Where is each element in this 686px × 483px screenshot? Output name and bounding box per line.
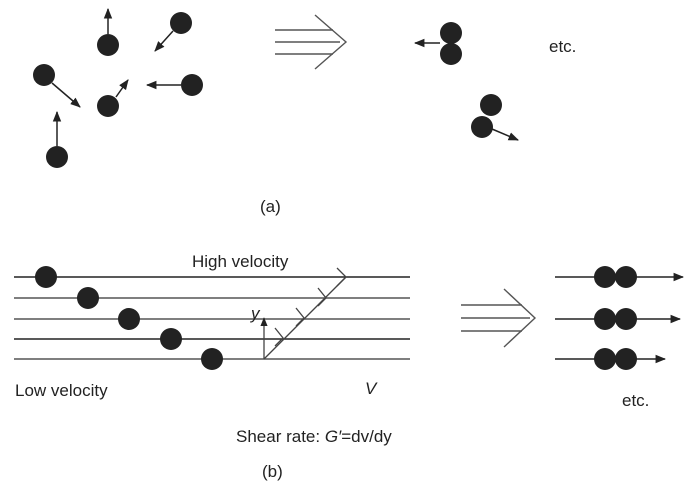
caption-a: (a)	[260, 197, 281, 216]
transition-arrow-b	[461, 288, 537, 348]
doublet-b1	[555, 266, 685, 288]
doublet-b3	[555, 348, 667, 370]
particle-a1	[97, 7, 119, 56]
low-velocity-label: Low velocity	[15, 381, 108, 400]
particle-b5	[201, 348, 223, 370]
panel-b: y High velocity Low velocity V etc.	[14, 252, 685, 481]
particle-a5	[145, 74, 203, 96]
etc-label-b: etc.	[622, 391, 649, 410]
particle-a6	[46, 110, 68, 168]
high-velocity-label: High velocity	[192, 252, 289, 271]
doublet-a1	[413, 22, 462, 65]
particle-b2	[77, 287, 99, 309]
caption-b: (b)	[262, 462, 283, 481]
shear-rate-prefix: Shear rate:	[236, 427, 325, 446]
shear-rate-symbol: G′	[325, 427, 342, 446]
panel-a: etc. (a)	[33, 7, 576, 216]
particle-b4	[160, 328, 182, 350]
axis-v-label: V	[365, 379, 378, 398]
axis-y-label: y	[250, 304, 261, 323]
shear-rate-formula: Shear rate: G′=dv/dy	[236, 427, 392, 446]
doublet-a2	[471, 94, 519, 141]
particle-b3	[118, 308, 140, 330]
doublet-b2	[555, 308, 682, 330]
shear-rate-suffix: =dv/dy	[341, 427, 392, 446]
particle-a3	[33, 64, 81, 108]
particle-a2	[154, 12, 192, 52]
streamlines	[14, 276, 410, 360]
particle-a4	[97, 79, 129, 117]
velocity-profile	[260, 267, 347, 360]
particle-b1	[35, 266, 57, 288]
etc-label-a: etc.	[549, 37, 576, 56]
transition-arrow-a	[275, 14, 348, 70]
